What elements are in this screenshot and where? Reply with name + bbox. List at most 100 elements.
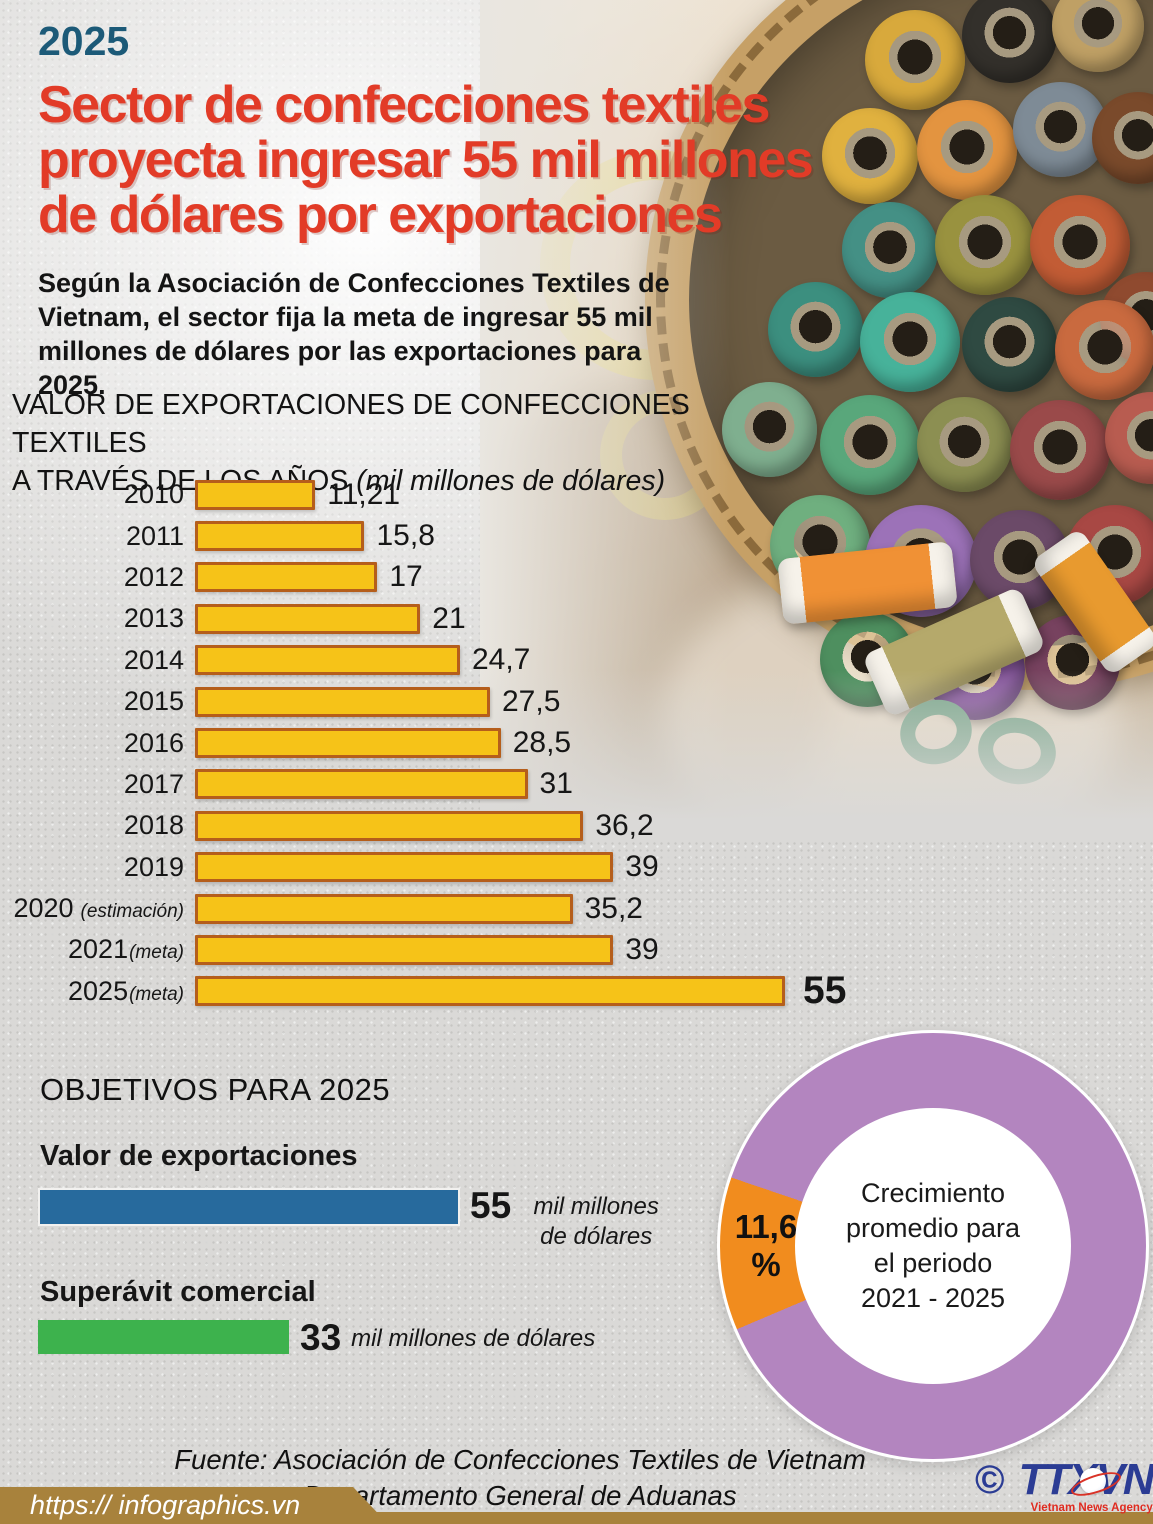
year-label: 2020 (estimación) [13, 893, 184, 924]
page-title-line: de dólares por exportaciones [38, 186, 723, 244]
bar-row: 2011 15,8 [12, 515, 846, 556]
objectives-heading: OBJETIVOS PARA 2025 [40, 1072, 391, 1107]
year-note: (meta) [129, 983, 184, 1005]
objective-label-surplus: Superávit comercial [40, 1276, 316, 1308]
thread-spool [768, 282, 863, 377]
objective-number: 33 [300, 1317, 342, 1358]
year-label: 2017 [123, 768, 184, 799]
year-tag: 2025 [38, 18, 130, 64]
objective-value-surplus: 33 mil millones de dólares [300, 1318, 595, 1358]
thread-spool [962, 297, 1057, 392]
page-title: Sector de confecciones textiles proyecta… [38, 76, 814, 244]
bar [195, 562, 378, 593]
objective-value-exports: 55 mil millones de dólares [470, 1186, 671, 1252]
thread-spool [820, 395, 920, 495]
bar-row: 2015 27,5 [12, 681, 846, 722]
bar [195, 728, 501, 759]
value-label: 24,7 [471, 643, 531, 677]
agency-logo-block: © TTXVN Vietnam News Agency [975, 1458, 1153, 1515]
donut-slice-label: 11,6 % [734, 1208, 798, 1283]
bar-row: 2016 28,5 [12, 722, 846, 763]
source-note: Fuente: Asociación de Confecciones Texti… [170, 1442, 870, 1514]
bar-row: 2018 36,2 [12, 805, 846, 846]
page-title-line: proyecta ingresar 55 mil millones [38, 131, 814, 189]
copyright-icon: © [975, 1458, 1005, 1502]
bar [195, 645, 460, 676]
value-label: 36,2 [595, 808, 654, 842]
bar-row: 2017 31 [12, 764, 846, 805]
thread-spool [1055, 300, 1153, 400]
value-label: 11,21 [327, 477, 401, 511]
value-label: 55 [803, 969, 847, 1013]
thread-spool [1030, 195, 1130, 295]
year-label: 2013 [123, 603, 184, 634]
year-label: 2021(meta) [68, 934, 184, 965]
year-label: 2019 [123, 851, 184, 882]
value-label: 28,5 [512, 726, 572, 760]
page-title-line: Sector de confecciones textiles [38, 76, 770, 134]
thread-spool [1052, 0, 1144, 72]
agency-name: Vietnam News Agency [1030, 1502, 1153, 1514]
year-note: (meta) [129, 942, 184, 964]
ttxvn-logo: TTXVN Vietnam News Agency [1018, 1458, 1153, 1515]
year-label: 2011 [125, 520, 184, 551]
thread-spool [917, 397, 1012, 492]
thread-spool [935, 195, 1035, 295]
bar [195, 893, 573, 924]
thread-spool [822, 108, 918, 204]
bar [195, 603, 421, 634]
objective-bar-surplus [38, 1320, 289, 1354]
value-label: 31 [539, 767, 573, 801]
bar-row: 2025(meta) 55 [12, 969, 847, 1013]
bar-row: 2012 17 [12, 557, 846, 598]
bar [195, 934, 614, 965]
bar-chart-unit-note: (mil millones de dólares) [356, 465, 666, 497]
bar [195, 479, 316, 510]
value-label: 15,8 [376, 519, 435, 553]
url-banner: https:// infographics.vn [0, 1487, 388, 1524]
objective-unit: mil millones de dólares [351, 1325, 596, 1352]
year-label: 2010 [123, 479, 184, 510]
year-label: 2025(meta) [68, 975, 184, 1006]
year-note: (estimación) [80, 901, 184, 923]
thread-spool [842, 202, 938, 298]
bar [195, 852, 614, 883]
bar-row: 2010 11,21 [12, 474, 846, 515]
bar-row: 2020 (estimación) 35,2 [12, 888, 846, 929]
bar-row: 2021(meta) 39 [12, 929, 846, 970]
bar [195, 686, 490, 717]
bar [195, 769, 528, 800]
bar-chart-title-line1: VALOR DE EXPORTACIONES DE CONFECCIONES T… [12, 389, 690, 459]
thread-spool [722, 382, 817, 477]
value-label: 35,2 [584, 891, 643, 925]
thread-spool [917, 100, 1017, 200]
year-label: 2012 [123, 561, 184, 592]
source-line: Departamento General de Aduanas [303, 1480, 737, 1511]
donut-center-text: Crecimiento promedio para el periodo 202… [795, 1108, 1071, 1384]
value-label: 39 [625, 932, 659, 966]
value-label: 27,5 [502, 684, 561, 718]
export-bar-chart: 2010 11,21 2011 15,8 2012 17 2013 21 2014 24,7 201… [12, 474, 847, 1013]
intro-paragraph: Según la Asociación de Confecciones Text… [38, 268, 670, 400]
bar [195, 521, 365, 552]
year-label: 2018 [123, 810, 184, 841]
globe-icon [1080, 1468, 1107, 1494]
value-label: 17 [389, 560, 423, 594]
bar [195, 976, 785, 1007]
export-bar-chart-rows: 2010 11,21 2011 15,8 2012 17 2013 21 2014 24,7 201… [12, 474, 847, 1013]
growth-donut-chart: 11,6 % Crecimiento promedio para el peri… [717, 1030, 1149, 1462]
objective-unit: mil millones de dólares [533, 1193, 659, 1250]
bar-row: 2014 24,7 [12, 640, 846, 681]
source-line: Fuente: Asociación de Confecciones Texti… [174, 1444, 866, 1475]
thread-spool [962, 0, 1057, 83]
value-label: 39 [625, 850, 659, 884]
bar [195, 810, 584, 841]
objective-bar-exports [38, 1188, 460, 1226]
thread-spools-photo [480, 0, 1153, 840]
objective-label-exports: Valor de exportaciones [40, 1140, 358, 1172]
year-label: 2016 [123, 727, 184, 758]
year-label: 2015 [123, 686, 184, 717]
bar-row: 2019 39 [12, 847, 846, 888]
thread-spool [865, 10, 965, 110]
